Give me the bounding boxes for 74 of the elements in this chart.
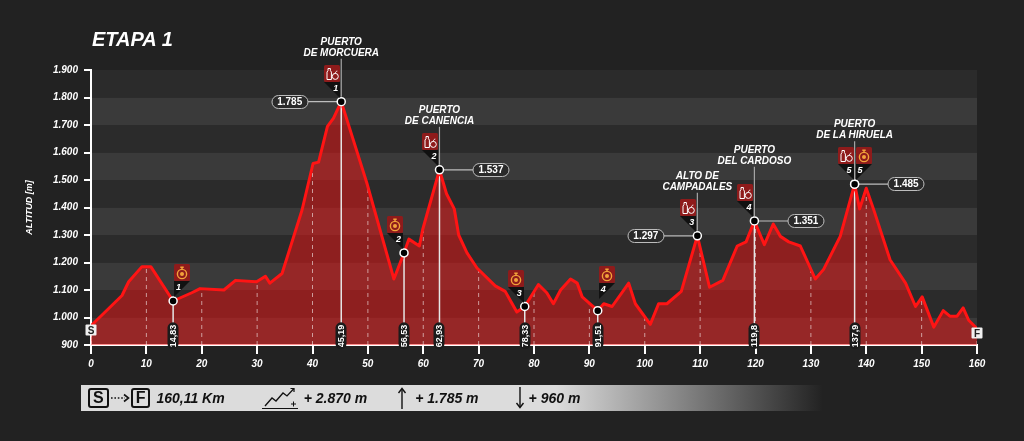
y-tick-label: 1.300 [52, 228, 79, 240]
data-label: 1.351 [787, 213, 825, 228]
y-tick-label: 1.700 [52, 118, 79, 130]
text: S [88, 388, 109, 408]
y-tick-label: 1.100 [52, 283, 79, 295]
x-tick-label: 20 [195, 357, 208, 369]
y-axis-title: ALTITUD [m] [23, 179, 34, 236]
annotation: F [971, 327, 983, 338]
x-tick-label: 30 [251, 357, 264, 369]
y-tick-label: 900 [61, 338, 79, 350]
annotation: 5 [846, 165, 852, 176]
annotation: 2 [431, 150, 437, 161]
x-tick-label: 70 [473, 357, 485, 369]
ref-line-label: 119,8 [748, 322, 760, 350]
annotation: 3 [516, 287, 522, 298]
y-tick-label: 1.900 [52, 63, 79, 75]
y-tick-label: 1.000 [52, 311, 79, 323]
ref-line-label: 62,93 [433, 322, 445, 350]
point [336, 96, 346, 107]
chart-title: ETAPA 1 [92, 28, 173, 50]
ref-line-label: 56,53 [398, 322, 410, 350]
x-tick-label: 0 [88, 357, 95, 369]
x-tick-label: 100 [636, 357, 654, 369]
text: + 2.870 m [303, 390, 368, 406]
point [592, 305, 603, 316]
text: 160,11 Km [156, 390, 225, 406]
x-tick-label: 130 [802, 357, 820, 369]
x-tick-label: 80 [528, 357, 540, 369]
data-label: 1.297 [627, 228, 665, 243]
annotation: ALTO DE CAMPADALES [662, 169, 733, 192]
annotation: PUERTO DEL CARDOSO [717, 143, 792, 166]
x-tick-label: 40 [305, 357, 319, 369]
x-tick-label: 120 [747, 357, 765, 369]
annotation: PUERTO DE MORCUERA [303, 35, 380, 58]
x-tick-label: 10 [140, 357, 153, 369]
text: + 960 m [528, 390, 581, 406]
ref-line-label: 45,19 [335, 322, 347, 350]
text: + 1.785 m [415, 390, 479, 406]
x-tick-label: 110 [692, 357, 709, 369]
y-tick-label: 1.800 [52, 91, 79, 103]
y-tick-label: 1.600 [52, 146, 79, 158]
data-label: 1.537 [472, 162, 510, 177]
x-tick-label: 150 [913, 357, 931, 369]
point [692, 231, 703, 241]
ref-line-label: 91,51 [592, 322, 604, 350]
point [399, 248, 409, 258]
annotation: 1 [333, 82, 339, 93]
data-label: 1.785 [271, 94, 309, 109]
ref-line-label: 137,9 [849, 322, 861, 350]
ref-line-label: 14,83 [167, 322, 179, 350]
point [520, 301, 530, 312]
text: F [130, 388, 151, 408]
x-tick-label: 90 [583, 357, 596, 369]
x-tick-label: 160 [968, 357, 986, 369]
point [749, 216, 760, 226]
x-tick-label: 50 [362, 357, 374, 369]
annotation: 2 [396, 233, 402, 244]
x-tick-label: 140 [857, 357, 876, 369]
annotation: 4 [746, 201, 752, 212]
y-tick-label: 1.200 [52, 256, 79, 268]
annotation: S [85, 324, 97, 336]
annotation: PUERTO DE CANENCIA [404, 103, 475, 126]
annotation: PUERTO DE LA HIRUELA [816, 118, 894, 141]
ref-line-label: 78,33 [519, 322, 531, 350]
x-tick-label: 60 [417, 357, 430, 369]
point [434, 165, 445, 175]
annotation: 1 [176, 282, 182, 292]
point [168, 296, 178, 306]
data-label: 1.485 [887, 177, 925, 192]
annotation: 5 [857, 165, 863, 176]
annotation: 4 [600, 283, 606, 294]
annotation: 3 [689, 216, 695, 227]
y-tick-label: 1.500 [52, 173, 79, 185]
y-tick-label: 1.400 [52, 201, 79, 213]
